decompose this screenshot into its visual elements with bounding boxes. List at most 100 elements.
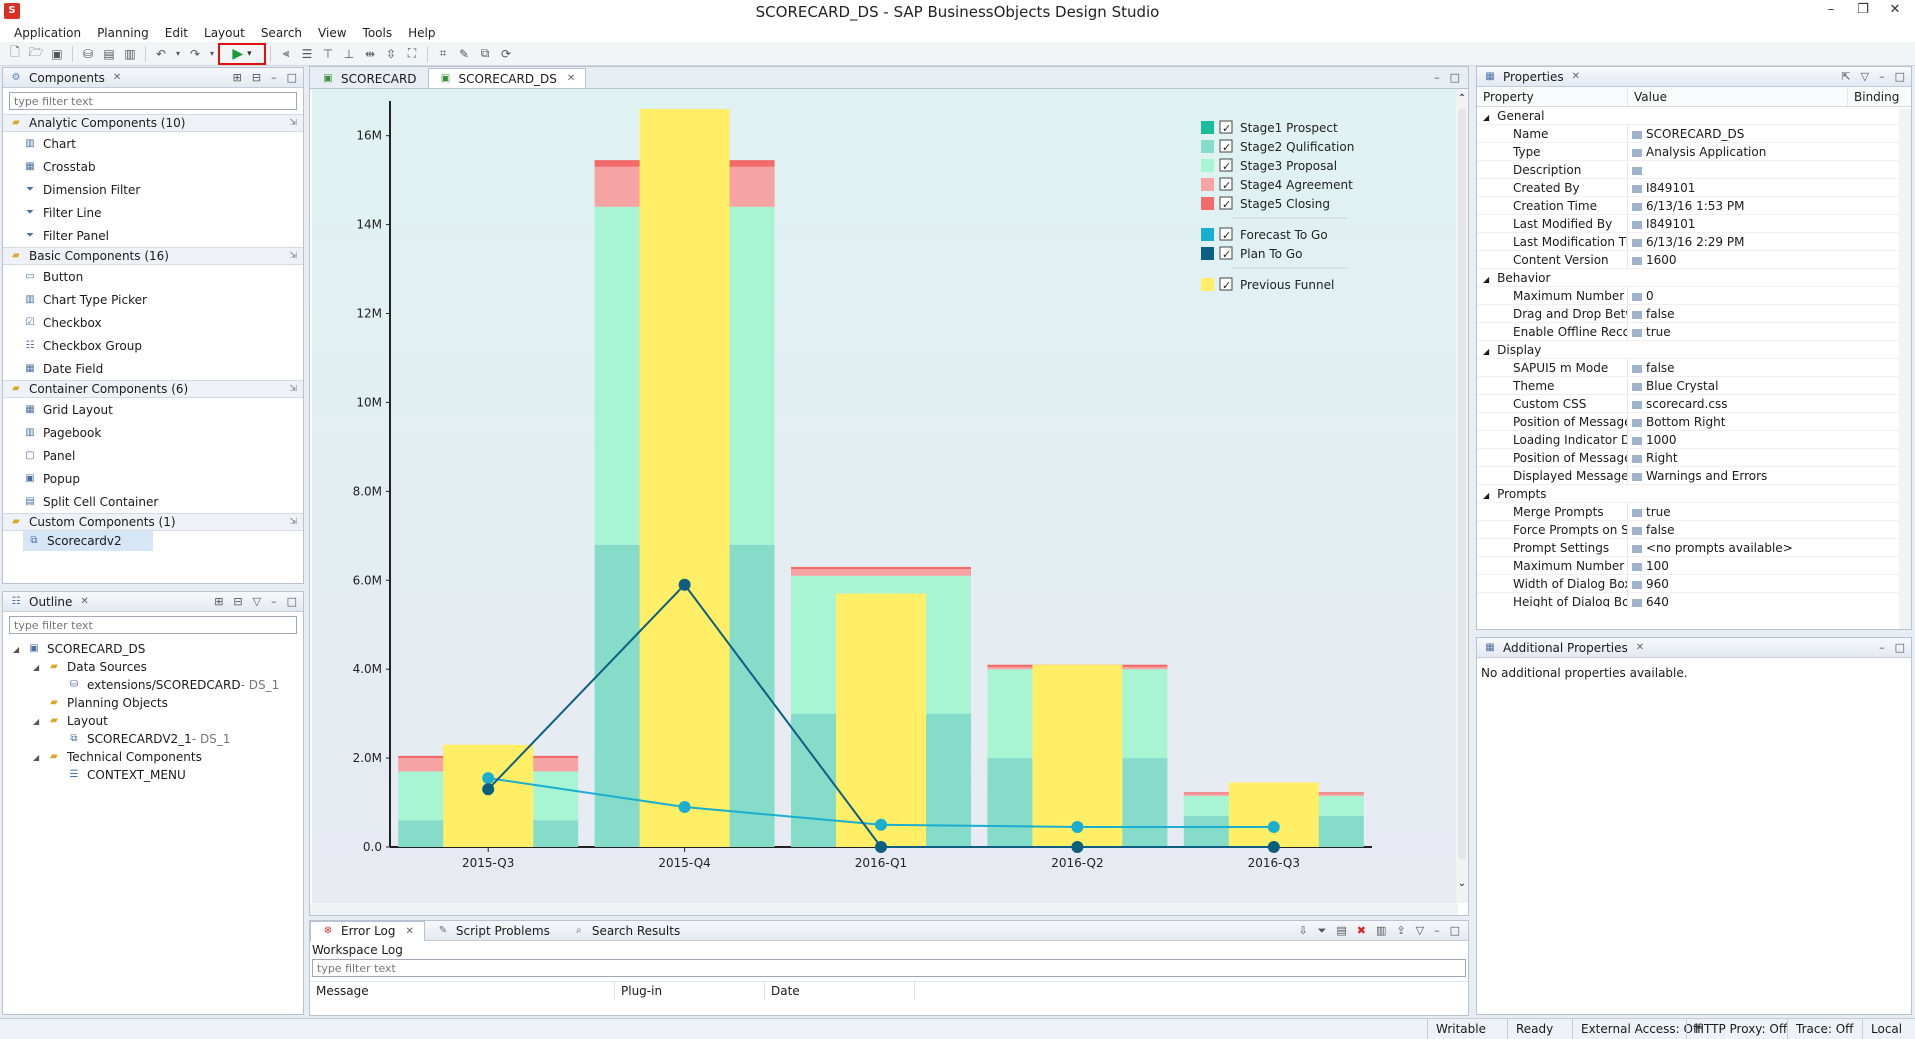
close-tab-icon[interactable]: ✕ bbox=[80, 596, 89, 607]
outline-node[interactable]: ⧉ SCORECARDV2_1 - DS_1 bbox=[3, 730, 303, 748]
outline-node[interactable]: ◢ ▰ Layout bbox=[3, 712, 303, 730]
collapse-arrow-icon[interactable]: ◢ bbox=[1483, 491, 1490, 500]
bottom-tab[interactable]: ⌕ Search Results bbox=[561, 921, 691, 941]
property-row[interactable]: Maximum Number o 100 bbox=[1477, 557, 1911, 575]
menu-view[interactable]: View bbox=[318, 26, 347, 40]
document-icon[interactable]: ▤ bbox=[103, 46, 115, 61]
close-tab-icon[interactable]: ✕ bbox=[112, 72, 122, 83]
pin-icon[interactable]: ⇲ bbox=[289, 118, 297, 128]
expand-arrow-icon[interactable]: ◢ bbox=[13, 644, 20, 654]
expand-all-icon[interactable]: ⊞ bbox=[214, 595, 224, 608]
component-item[interactable]: ⏷ Filter Line bbox=[3, 201, 303, 224]
preview-icon[interactable]: ⧉ bbox=[480, 46, 490, 60]
log-column[interactable]: Date bbox=[765, 982, 915, 1000]
minimize-icon[interactable]: – bbox=[1434, 71, 1440, 84]
menu-application[interactable]: Application bbox=[14, 26, 82, 40]
component-item[interactable]: ▥ Chart bbox=[3, 132, 303, 155]
property-value[interactable]: I849101 bbox=[1627, 215, 1847, 232]
bottom-tab[interactable]: ⊗ Error Log ✕ bbox=[310, 920, 425, 941]
property-row[interactable]: Description bbox=[1477, 161, 1911, 179]
component-item[interactable]: ☑ Checkbox bbox=[3, 311, 303, 334]
maximize-icon[interactable]: □ bbox=[1449, 923, 1460, 937]
property-value[interactable]: <no prompts available> bbox=[1627, 539, 1847, 556]
view-menu-icon[interactable]: ▽ bbox=[252, 595, 262, 608]
outline-node[interactable]: ▰ Planning Objects bbox=[3, 694, 303, 712]
undo-dropdown-icon[interactable]: ▾ bbox=[175, 49, 180, 58]
property-row[interactable]: Enable Offline Recor true bbox=[1477, 323, 1911, 341]
properties-column[interactable]: Value bbox=[1627, 87, 1847, 106]
outline-node[interactable]: ⛁ extensions/SCOREDCARD - DS_1 bbox=[3, 676, 303, 694]
property-value[interactable]: 100 bbox=[1627, 557, 1847, 574]
property-group[interactable]: ◢ Prompts bbox=[1477, 485, 1911, 503]
property-row[interactable]: Loading Indicator De 1000 bbox=[1477, 431, 1911, 449]
document-alt-icon[interactable]: ▥ bbox=[124, 46, 136, 61]
components-filter-input[interactable] bbox=[9, 92, 297, 110]
property-value[interactable]: Blue Crystal bbox=[1627, 377, 1847, 394]
property-row[interactable]: Prompt Settings <no prompts available> bbox=[1477, 539, 1911, 557]
component-item[interactable]: ⏷ Filter Panel bbox=[3, 224, 303, 247]
collapse-all-icon[interactable]: ⊟ bbox=[233, 595, 243, 608]
property-row[interactable]: Custom CSS scorecard.css bbox=[1477, 395, 1911, 413]
view-menu-icon[interactable]: ▽ bbox=[1415, 923, 1425, 937]
collapse-arrow-icon[interactable]: ◢ bbox=[1483, 113, 1490, 122]
menu-tools[interactable]: Tools bbox=[362, 26, 393, 40]
script-icon[interactable]: ⌗ bbox=[439, 46, 447, 60]
close-tab-icon[interactable]: ✕ bbox=[405, 925, 414, 937]
properties-column[interactable]: Property bbox=[1483, 90, 1534, 104]
menu-search[interactable]: Search bbox=[260, 26, 303, 40]
component-item[interactable]: ▥ Pagebook bbox=[3, 421, 303, 444]
maximize-icon[interactable]: □ bbox=[286, 71, 297, 84]
menu-edit[interactable]: Edit bbox=[164, 26, 189, 40]
component-item[interactable]: ⧉ Scorecardv2 bbox=[23, 531, 153, 551]
close-tab-icon[interactable]: ✕ bbox=[1635, 642, 1645, 653]
property-row[interactable]: Displayed Message T Warnings and Errors bbox=[1477, 467, 1911, 485]
datasource-add-icon[interactable]: ⛁ bbox=[82, 46, 94, 61]
scroll-down-icon[interactable]: ⌄ bbox=[1457, 878, 1467, 889]
property-value[interactable]: SCORECARD_DS bbox=[1627, 125, 1847, 142]
scrollbar-thumb[interactable] bbox=[1458, 109, 1466, 859]
property-row[interactable]: Position of Message Right bbox=[1477, 449, 1911, 467]
property-value[interactable]: false bbox=[1627, 305, 1847, 322]
component-item[interactable]: ▭ Button bbox=[3, 265, 303, 288]
minimize-icon[interactable]: – bbox=[1879, 70, 1885, 83]
edit-script-icon[interactable]: ✎ bbox=[458, 46, 470, 61]
open-log-icon[interactable]: ▥ bbox=[1376, 923, 1387, 937]
menu-layout[interactable]: Layout bbox=[204, 26, 245, 40]
component-category[interactable]: ▰ Container Components (6) ⇲ bbox=[3, 380, 303, 398]
component-item[interactable]: ▢ Panel bbox=[3, 444, 303, 467]
vertical-scrollbar[interactable]: ⌃ ⌄ bbox=[1456, 89, 1468, 903]
minimize-icon[interactable]: – bbox=[1879, 641, 1885, 654]
outline-node[interactable]: ◢ ▰ Technical Components bbox=[3, 748, 303, 766]
property-row[interactable]: Name SCORECARD_DS bbox=[1477, 125, 1911, 143]
component-item[interactable]: ⏷ Dimension Filter bbox=[3, 178, 303, 201]
property-row[interactable]: Maximum Number o 0 bbox=[1477, 287, 1911, 305]
component-category[interactable]: ▰ Analytic Components (10) ⇲ bbox=[3, 114, 303, 132]
component-item[interactable]: ▣ Popup bbox=[3, 467, 303, 490]
property-value[interactable]: scorecard.css bbox=[1627, 395, 1847, 412]
maximize-icon[interactable]: □ bbox=[1449, 71, 1460, 84]
align-top-icon[interactable]: ⊤ bbox=[322, 46, 334, 61]
distribute-icon[interactable]: ⇹ bbox=[364, 46, 376, 61]
property-row[interactable]: Creation Time 6/13/16 1:53 PM bbox=[1477, 197, 1911, 215]
log-column[interactable]: Message bbox=[310, 982, 615, 1000]
restore-log-icon[interactable]: ⇪ bbox=[1396, 923, 1406, 937]
outline-node[interactable]: ☰ CONTEXT_MENU bbox=[3, 766, 303, 784]
property-value[interactable]: true bbox=[1627, 503, 1847, 520]
property-value[interactable]: 1000 bbox=[1627, 431, 1847, 448]
expand-arrow-icon[interactable]: ◢ bbox=[33, 662, 40, 672]
log-filter-input[interactable] bbox=[312, 959, 1466, 977]
redo-dropdown-icon[interactable]: ▾ bbox=[209, 49, 214, 58]
horizontal-scrollbar[interactable] bbox=[310, 903, 1458, 915]
redo-icon[interactable]: ↷ bbox=[189, 46, 201, 61]
property-value[interactable]: I849101 bbox=[1627, 179, 1847, 196]
property-value[interactable]: 1600 bbox=[1627, 251, 1847, 268]
export-log-icon[interactable]: ⇩ bbox=[1298, 923, 1308, 937]
pin-icon[interactable]: ⇱ bbox=[1841, 70, 1851, 83]
delete-log-icon[interactable]: ✖ bbox=[1356, 923, 1366, 937]
property-group[interactable]: ◢ Behavior bbox=[1477, 269, 1911, 287]
minimize-icon[interactable]: – bbox=[271, 595, 277, 608]
minimize-icon[interactable]: – bbox=[1827, 2, 1835, 17]
property-row[interactable]: SAPUI5 m Mode false bbox=[1477, 359, 1911, 377]
expand-arrow-icon[interactable]: ◢ bbox=[33, 752, 40, 762]
restore-icon[interactable]: ❐ bbox=[1857, 2, 1869, 17]
